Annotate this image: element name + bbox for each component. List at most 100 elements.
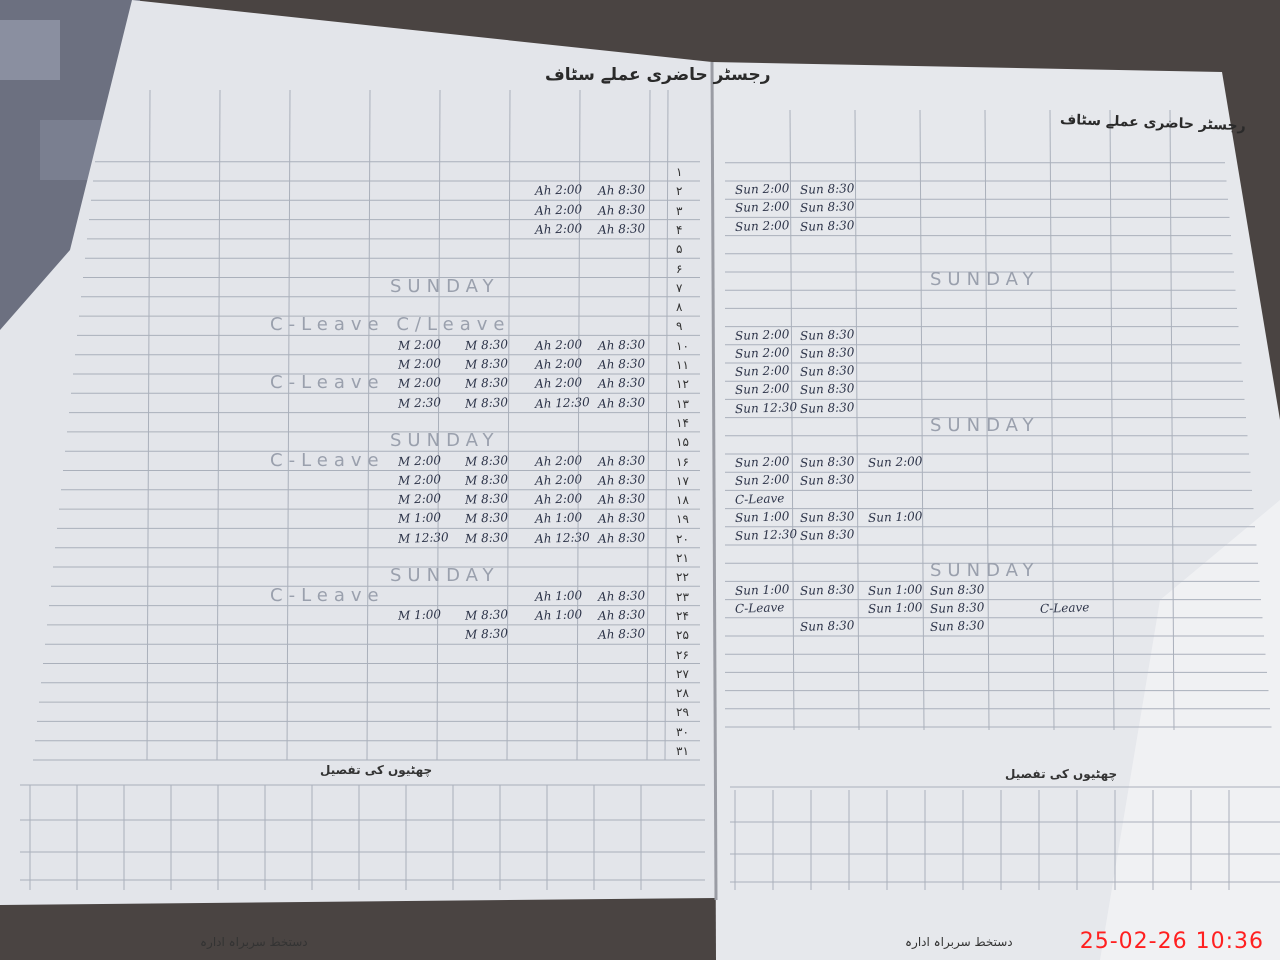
row-number: ۳ [676,203,683,218]
attendance-entry: Ah 8:30 [597,201,646,218]
row-number: ۲۸ [676,686,689,701]
attendance-entry: Sun 2:00 [734,345,790,361]
attendance-entry: Ah 8:30 [597,607,646,623]
attendance-entry: M 2:00 [397,452,442,469]
right-column-line [789,109,795,731]
attendance-entry: Ah 8:30 [597,452,646,469]
left-column-line [216,89,221,761]
attendance-entry: Sun 1:00 [734,581,790,598]
row-number: ۱۴ [676,415,689,430]
attendance-entry: Sun 1:00 [867,508,923,525]
right-column-line [1049,109,1055,731]
attendance-entry: Sun 2:00 [734,472,790,489]
left-page-title: رجسٹر حاضری عملے سٹاف [545,65,771,85]
row-number: ۱۸ [676,493,689,508]
attendance-entry: Sun 8:30 [799,454,855,471]
row-number: ۲۰ [676,531,689,546]
attendance-entry: Ah 2:00 [534,375,583,392]
attendance-entry: Ah 8:30 [597,182,646,199]
row-number: ۴ [676,222,683,237]
leave-banner: C-Leave [270,584,385,606]
sunday-banner: SUNDAY [930,414,1040,436]
row-number: ۲۳ [676,589,689,604]
row-number: ۲۴ [676,608,689,623]
attendance-entry: Sun 1:00 [867,599,923,616]
row-number: ۲۵ [676,628,689,643]
attendance-entry: C-Leave [734,599,785,616]
right-page-title: رجسٹر حاضری عملے سٹاف [1059,111,1246,135]
right-column-line [919,109,925,731]
attendance-entry: M 8:30 [464,452,509,469]
left-column-line [146,89,151,761]
attendance-entry: Ah 8:30 [597,587,646,604]
attendance-entry: Ah 8:30 [597,529,646,546]
row-number: ۱۶ [676,454,689,469]
attendance-entry: Sun 2:00 [734,326,790,343]
attendance-entry: M 8:30 [464,529,509,546]
attendance-entry: Sun 8:30 [799,527,855,543]
attendance-entry: Sun 8:30 [799,618,855,634]
attendance-entry: Ah 8:30 [597,491,646,507]
attendance-entry: Sun 8:30 [799,508,855,525]
attendance-entry: M 2:00 [397,375,442,392]
attendance-entry: Sun 2:00 [867,454,923,471]
row-number: ۲۷ [676,666,689,681]
left-column-line [286,89,291,761]
attendance-entry: Ah 2:00 [534,221,583,237]
attendance-entry: Sun 2:00 [734,363,790,380]
attendance-entry: Sun 8:30 [799,217,855,234]
attendance-entry: M 1:00 [397,510,442,527]
row-number: ۳۰ [676,724,689,739]
attendance-entry: M 8:30 [464,394,509,411]
attendance-entry: Ah 8:30 [597,626,646,643]
row-number: ۳۱ [676,744,689,758]
attendance-entry: Ah 12:30 [534,529,591,546]
row-number: ۶ [676,261,683,276]
attendance-entry: M 8:30 [464,375,509,392]
attendance-entry: Ah 8:30 [597,336,646,353]
right-column-line [1169,109,1175,731]
attendance-entry: Ah 2:00 [534,356,583,372]
attendance-entry: M 2:00 [397,336,442,353]
attendance-entry: Sun 8:30 [929,618,985,634]
attendance-entry: Ah 12:30 [534,394,591,411]
attendance-entry: M 2:00 [397,472,442,488]
attendance-entry: C-Leave [1039,599,1090,616]
row-number: ۲۶ [676,647,689,662]
row-number: ۱ [676,165,683,179]
left-column-line [506,89,511,761]
attendance-entry: Sun 8:30 [799,345,855,361]
sunday-banner: SUNDAY [390,565,500,587]
attendance-entry: M 2:00 [397,491,442,507]
attendance-entry: C-Leave [734,490,785,507]
attendance-entry: M 8:30 [464,356,509,372]
row-number: ۱۵ [676,435,689,450]
sunday-banner: SUNDAY [930,269,1040,291]
attendance-entry: Ah 8:30 [597,471,646,488]
left-column-line [576,89,581,761]
attendance-entry: Ah 2:00 [534,182,583,199]
attendance-entry: Sun 12:30 [734,526,798,544]
sunday-banner: SUNDAY [930,560,1040,582]
right-column-line [984,109,990,731]
attendance-entry: Ah 8:30 [597,375,646,392]
row-number: ۵ [676,242,683,257]
photo-timestamp: 25-02-26 10:36 [1079,929,1264,954]
right-signature-label: دستخط سربراہ ادارہ [905,935,1013,949]
row-number: ۱۳ [676,396,689,411]
attendance-entry: Sun 2:00 [734,454,790,471]
row-number: ۲۲ [676,570,689,585]
attendance-entry: Ah 2:00 [534,491,583,507]
leave-banner: C-Leave C/Leave [270,314,511,336]
row-number: ۲ [676,184,683,199]
left-column-line [646,89,651,761]
row-number: ۲۱ [676,551,689,565]
attendance-entry: M 8:30 [464,491,509,507]
attendance-entry: M 12:30 [397,529,449,546]
left-page [0,0,716,905]
attendance-entry: Ah 8:30 [597,510,646,527]
leave-banner: C-Leave [270,372,385,394]
attendance-entry: Sun 2:00 [734,181,790,198]
